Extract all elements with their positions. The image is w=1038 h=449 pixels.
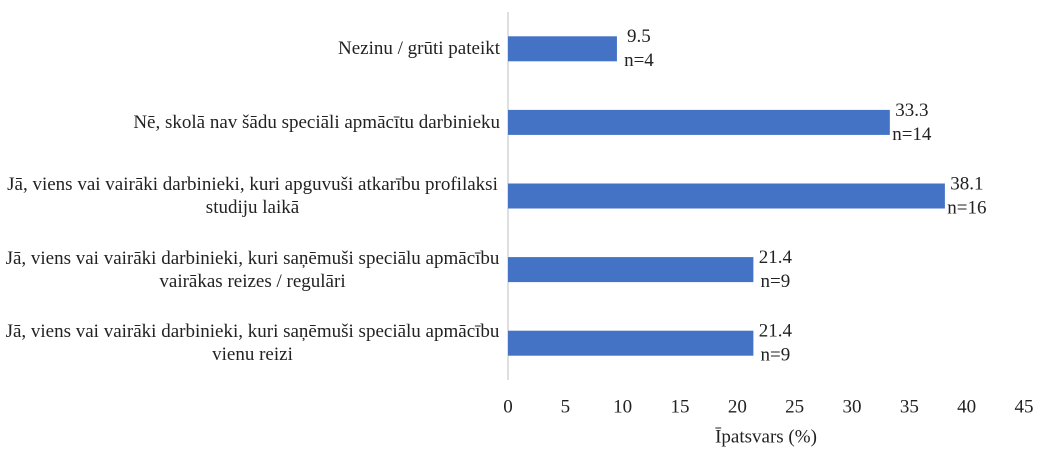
x-axis-label: Īpatsvars (%)	[715, 426, 817, 447]
y-tick-label: Nezinu / grūti pateikt	[338, 38, 500, 60]
y-tick-label: Nē, skolā nav šādu speciāli apmācītu dar…	[133, 111, 500, 133]
bar	[508, 183, 945, 209]
x-tick-label: 10	[613, 396, 632, 417]
data-label: 21.4	[759, 321, 793, 342]
x-tick-label: 20	[728, 396, 747, 417]
category-label-box: Nē, skolā nav šādu speciāli apmācītu dar…	[0, 92, 500, 152]
x-tick-label: 5	[561, 396, 571, 417]
bar	[508, 36, 617, 62]
x-tick-label: 25	[785, 396, 804, 417]
y-tick-label: Jā, viens vai vairāki darbinieki, kuri s…	[5, 247, 500, 292]
data-label: 38.1	[950, 173, 983, 194]
category-label-box: Jā, viens vai vairāki darbinieki, kuri s…	[0, 240, 500, 300]
data-label: 33.3	[895, 100, 928, 121]
n-label: n=14	[892, 124, 932, 145]
x-tick-label: 15	[671, 396, 690, 417]
x-tick-label: 45	[1015, 396, 1034, 417]
data-label: 9.5	[627, 26, 651, 47]
y-tick-label: Jā, viens vai vairāki darbinieki, kuri s…	[5, 321, 500, 366]
x-tick-label: 0	[503, 396, 513, 417]
n-label: n=4	[624, 50, 654, 71]
y-tick-label: Jā, viens vai vairāki darbinieki, kuri a…	[7, 174, 498, 218]
n-label: n=16	[947, 197, 986, 218]
x-tick-label: 30	[843, 396, 862, 417]
n-label: n=9	[761, 271, 791, 292]
category-label-box: Jā, viens vai vairāki darbinieki, kuri s…	[0, 313, 500, 373]
data-label: 21.4	[759, 247, 793, 268]
bar	[508, 330, 754, 356]
bar	[508, 257, 754, 283]
x-tick-label: 35	[900, 396, 919, 417]
bar	[508, 109, 890, 135]
n-label: n=9	[761, 345, 791, 366]
category-label-box: Jā, viens vai vairāki darbinieki, kuri a…	[0, 166, 500, 226]
category-label-box: Nezinu / grūti pateikt	[0, 19, 500, 79]
x-tick-label: 40	[957, 396, 976, 417]
